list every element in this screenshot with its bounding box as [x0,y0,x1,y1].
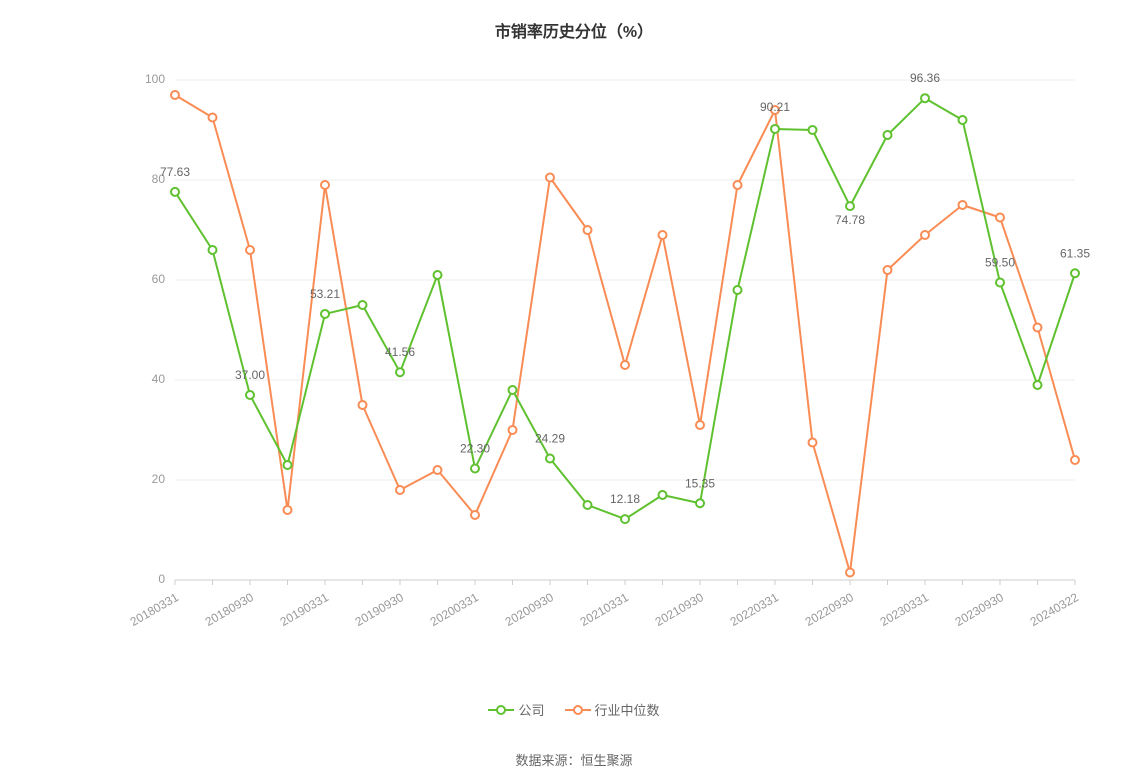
svg-text:15.35: 15.35 [685,476,715,490]
svg-text:37.00: 37.00 [235,368,265,382]
svg-text:40: 40 [152,372,166,386]
svg-text:20230930: 20230930 [953,590,1007,629]
legend-marker [488,704,514,716]
svg-text:90.21: 90.21 [760,100,790,114]
svg-text:20210930: 20210930 [653,590,707,629]
svg-text:20220331: 20220331 [728,590,782,629]
svg-text:20: 20 [152,472,166,486]
svg-text:53.21: 53.21 [310,287,340,301]
svg-text:12.18: 12.18 [610,492,640,506]
svg-text:20200331: 20200331 [428,590,482,629]
legend-item[interactable]: 公司 [488,700,544,719]
chart-plot: 0204060801002018033120180930201903312019… [0,0,1148,776]
svg-text:20210331: 20210331 [578,590,632,629]
svg-text:20180930: 20180930 [203,590,257,629]
svg-text:59.50: 59.50 [985,256,1015,270]
svg-text:74.78: 74.78 [835,213,865,227]
svg-text:0: 0 [158,572,165,586]
legend-label: 行业中位数 [595,700,660,719]
chart-legend: 公司 行业中位数 [0,700,1148,719]
svg-text:60: 60 [152,272,166,286]
svg-text:20180331: 20180331 [128,590,182,629]
svg-text:22.30: 22.30 [460,442,490,456]
svg-text:20240322: 20240322 [1028,590,1082,629]
chart-container: 市销率历史分位（%） 02040608010020180331201809302… [0,0,1148,776]
svg-text:100: 100 [145,72,165,86]
svg-text:77.63: 77.63 [160,165,190,179]
svg-text:20190331: 20190331 [278,590,332,629]
svg-text:20230331: 20230331 [878,590,932,629]
svg-text:41.56: 41.56 [385,345,415,359]
legend-label: 公司 [518,700,544,719]
svg-text:20220930: 20220930 [803,590,857,629]
svg-text:24.29: 24.29 [535,432,565,446]
svg-text:20200930: 20200930 [503,590,557,629]
legend-item[interactable]: 行业中位数 [565,700,660,719]
chart-source: 数据来源：恒生聚源 [0,750,1148,769]
svg-text:20190930: 20190930 [353,590,407,629]
svg-text:96.36: 96.36 [910,71,940,85]
legend-marker [565,704,591,716]
svg-text:61.35: 61.35 [1060,246,1090,260]
